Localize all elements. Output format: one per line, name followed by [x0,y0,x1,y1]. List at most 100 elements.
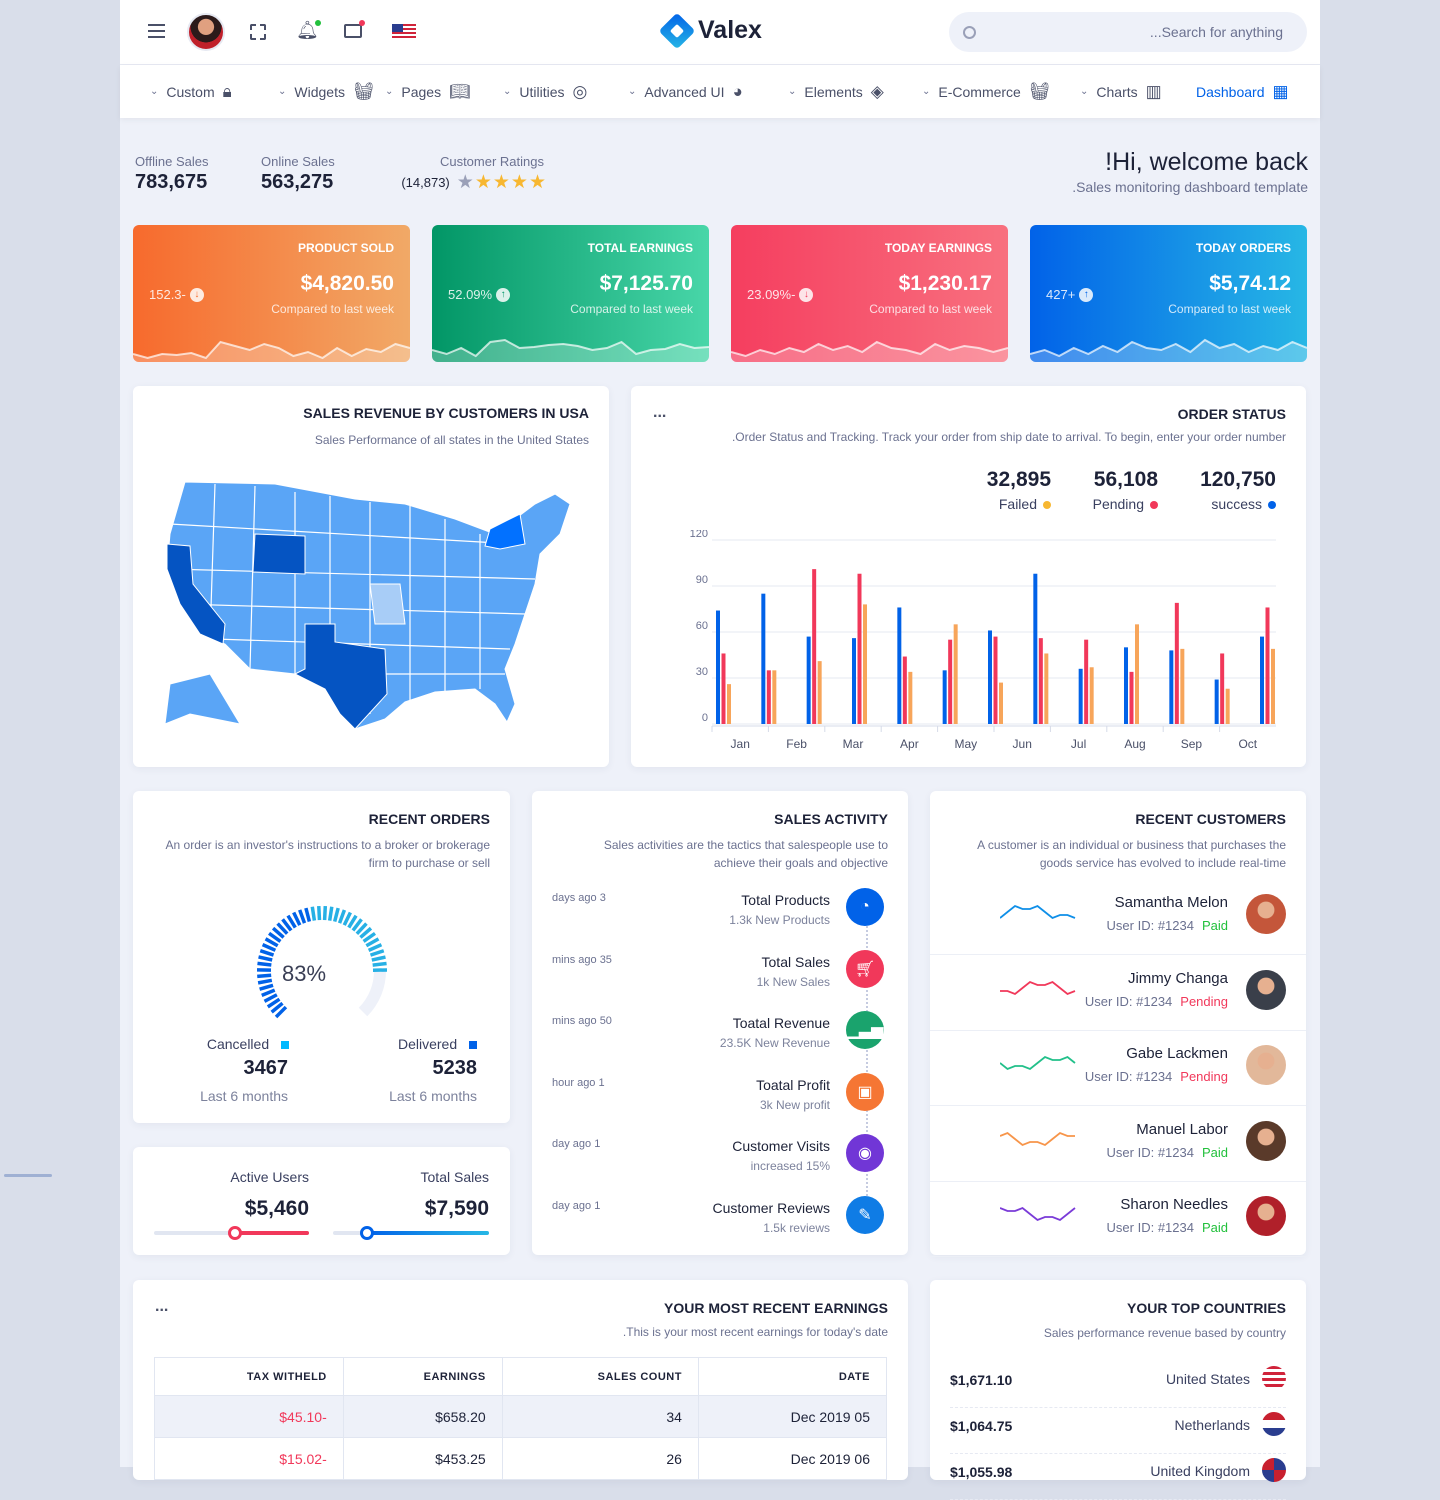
more-menu-button[interactable]: ... [653,404,666,422]
usa-map[interactable] [155,474,575,744]
bar-series1-1[interactable] [716,611,720,724]
table-cell: 26 [502,1438,698,1480]
bar-series1-13[interactable] [1260,637,1264,724]
bar-series3-6[interactable] [954,624,958,724]
column-header[interactable]: EARNINGS [343,1358,502,1396]
bar-series2-10[interactable] [1130,672,1134,724]
flag-us-icon[interactable] [392,24,416,40]
order-stat-label: Pending [1093,496,1144,512]
bar-series1-12[interactable] [1215,680,1219,724]
nav-item-utilities[interactable]: ⌄Utilities◎ [503,65,587,118]
nav-item-pages[interactable]: ⌄Pages📖︎ [385,65,471,118]
nav-item-e-commerce[interactable]: ⌄E-Commerce🧺︎ [922,65,1050,118]
nav-item-advanced-ui[interactable]: ⌄Advanced UI◕ [628,65,743,118]
bar-series3-11[interactable] [1180,649,1184,724]
bar-series2-5[interactable] [903,657,907,724]
bar-series1-3[interactable] [807,637,811,724]
activity-time: mins ago 50 [552,1015,612,1027]
main-nav: ⌄Custom🔒︎ ⌄Widgets🧺︎⌄Pages📖︎ ⌄Utilities◎ ⌄A… [120,65,1320,118]
nav-item-dashboard[interactable]: Dashboard▦ [1196,65,1289,118]
bar-series3-8[interactable] [1044,653,1048,724]
user-avatar[interactable] [187,13,225,51]
bar-series3-4[interactable] [863,604,867,724]
bar-series2-2[interactable] [767,670,771,724]
active-users-slider[interactable] [154,1231,309,1235]
bar-series1-7[interactable] [988,630,992,724]
bar-series3-12[interactable] [1226,689,1230,724]
bar-series3-2[interactable] [772,670,776,724]
bar-series3-3[interactable] [818,661,822,724]
chevron-down-icon: ⌄ [150,86,158,97]
search-icon [963,26,976,39]
mail-icon[interactable] [344,24,362,38]
column-header[interactable]: TAX WITHELD [155,1358,344,1396]
bar-series2-9[interactable] [1084,640,1088,724]
bar-series1-5[interactable] [897,607,901,724]
bar-series1-11[interactable] [1169,650,1173,724]
bar-series2-12[interactable] [1220,653,1224,724]
bar-series1-8[interactable] [1033,574,1037,724]
search-input[interactable]: ...Search for anything [949,12,1307,52]
bar-series1-10[interactable] [1124,647,1128,724]
slider-thumb[interactable] [228,1226,242,1240]
card-change: 152.3-↓ [149,287,204,302]
gauge-tick [259,957,273,960]
bar-series1-2[interactable] [761,594,765,724]
bar-series3-13[interactable] [1271,649,1275,724]
bar-series2-6[interactable] [948,640,952,724]
nav-item-custom[interactable]: ⌄Custom🔒︎ [150,65,232,118]
nav-item-charts[interactable]: ⌄Charts▥ [1080,65,1162,118]
bar-series2-11[interactable] [1175,603,1179,724]
bar-series2-7[interactable] [994,637,998,724]
bar-series2-1[interactable] [722,653,726,724]
bar-series1-6[interactable] [943,670,947,724]
bar-series2-4[interactable] [858,574,862,724]
column-header[interactable]: SALES COUNT [502,1358,698,1396]
brand-logo[interactable]: Valex [664,16,762,45]
bar-series3-1[interactable] [727,684,731,724]
fullscreen-icon[interactable] [250,24,266,40]
nav-item-widgets[interactable]: ⌄Widgets🧺︎ [278,65,375,118]
order-stat-value: 56,108 [1093,468,1158,492]
ratings-label: Customer Ratings [387,154,544,169]
nav-item-elements[interactable]: ⌄Elements◈ [788,65,884,118]
column-header[interactable]: DATE [698,1358,886,1396]
bar-series1-4[interactable] [852,638,856,724]
total-sales-slider[interactable] [333,1231,489,1235]
menu-icon[interactable] [148,24,165,38]
bar-series2-13[interactable] [1266,607,1270,724]
wallet-icon: ▣ [846,1073,884,1111]
slider-thumb[interactable] [360,1226,374,1240]
bar-series1-9[interactable] [1079,669,1083,724]
bar-series3-10[interactable] [1135,624,1139,724]
bar-series3-7[interactable] [999,683,1003,724]
bar-series2-3[interactable] [812,569,816,724]
bar-series2-8[interactable] [1039,638,1043,724]
bell-icon[interactable]: 🔔︎ [296,20,319,41]
bar-series3-5[interactable] [908,672,912,724]
bar-series3-9[interactable] [1090,667,1094,724]
cancelled-stat: Cancelled [197,1036,289,1052]
customer-avatar [1246,1196,1286,1236]
more-menu-button[interactable]: ... [155,1298,168,1316]
